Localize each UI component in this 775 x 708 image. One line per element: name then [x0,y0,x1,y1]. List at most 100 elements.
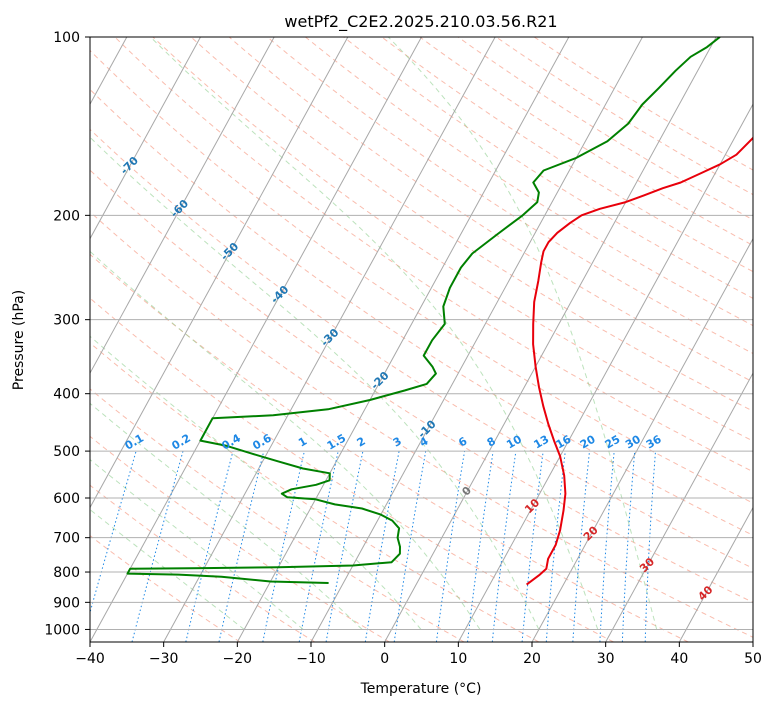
dry-adiabat [90,297,614,642]
isotherm [752,640,753,642]
mixing-ratio-label: 6 [456,434,469,449]
x-tick-label: 10 [449,651,467,667]
dry-adiabat [343,37,753,299]
pressure-grid [90,37,753,630]
dry-adiabat [419,37,753,247]
isotherm-label: -70 [118,154,141,177]
moist-adiabat [90,458,304,630]
isotherm [310,37,643,642]
y-tick-label: 300 [53,313,80,329]
mixing-ratio-label: 0.6 [250,431,274,452]
isotherm-label: -80 [68,111,91,134]
dry-adiabat [90,253,689,642]
isotherm [90,37,275,375]
mixing-ratio-line [435,451,466,642]
x-tick-label: 20 [523,651,541,667]
y-tick-label: 800 [53,565,80,581]
x-tick-label: 40 [670,651,688,667]
isotherm-label: -60 [168,197,191,220]
x-axis: −40 −30 −20 −10 0 10 20 30 40 50 [75,642,762,667]
dry-adiabat [305,37,753,327]
chart-title: wetPf2_C2E2.2025.210.03.56.R21 [284,12,557,32]
moist-adiabat [90,335,422,630]
isotherm [236,37,570,642]
dry-adiabat [495,37,753,196]
isotherm [90,37,201,240]
isotherm-label: -20 [368,369,391,392]
isotherm-label: -30 [318,326,341,349]
mixing-ratio-label: 3 [391,435,404,450]
mixing-ratio-line [90,450,137,615]
y-axis: 1000 900 800 700 600 500 400 300 200 100 [44,30,90,638]
dry-adiabat [228,37,753,383]
dry-adiabat [90,388,465,642]
mixing-ratio-label: 1.5 [325,432,348,453]
profile-line [126,37,721,584]
mixing-ratio-line [545,451,566,642]
mixing-ratio-label: 36 [644,432,664,451]
mixing-ratio-label: 30 [623,432,643,451]
isotherm [384,37,717,642]
x-tick-label: −10 [296,651,326,667]
mixing-ratio-line [621,451,636,642]
x-tick-label: −20 [223,651,253,667]
mixing-ratio-line [491,451,517,642]
mixing-ratio-label: 25 [603,433,623,452]
background-lines [90,37,753,642]
isotherm [90,37,349,509]
x-axis-label: Temperature (°C) [360,681,482,697]
dry-adiabat [381,37,753,273]
moist-adiabat [150,37,599,630]
dry-adiabat [90,49,753,504]
mixing-ratio-label: 10 [504,432,524,451]
dry-adiabat [90,169,753,603]
mixing-ratio-line [218,450,265,642]
dry-adiabat [90,484,315,642]
dry-adiabat [90,534,241,642]
dry-adiabat [114,37,753,473]
y-tick-label: 1000 [44,622,80,638]
isotherm-label: -90 [18,68,41,91]
dry-adiabat [457,37,753,221]
y-tick-label: 400 [53,387,80,403]
x-tick-label: 30 [597,651,615,667]
mixing-ratio-label: 20 [578,432,598,451]
mixing-ratio-line [521,451,544,642]
isotherm-label: 20 [581,523,601,543]
y-tick-label: 600 [53,491,80,507]
mixing-ratio-line [599,451,615,642]
mixing-ratio-label: 0.1 [123,432,146,453]
mixing-ratio-line [185,450,234,642]
isotherm [678,506,753,642]
dry-adiabat [533,37,753,171]
mixing-ratio-line [572,451,590,642]
isotherm [90,37,422,642]
y-tick-label: 900 [53,595,80,611]
y-tick-label: 200 [53,208,80,224]
isotherm [163,37,496,642]
dry-adiabat [152,37,753,442]
mixing-ratio-line [131,450,184,642]
dry-adiabat [266,37,753,355]
dry-adiabat [190,37,753,412]
mixing-ratio-line [393,451,427,642]
x-tick-label: −30 [149,651,179,667]
isotherm-label: 40 [695,583,715,603]
isotherm [531,237,753,642]
plot-frame [89,36,754,643]
moist-adiabat [90,508,245,630]
mixing-ratio-line [644,451,656,642]
y-tick-label: 100 [53,30,80,46]
dry-adiabat [90,88,753,536]
x-tick-label: 0 [380,651,389,667]
dry-adiabat [90,342,540,642]
mixing-ratio-label: 0.2 [170,432,193,453]
moist-adiabat [90,250,481,630]
mixing-ratio-label: 8 [485,435,498,450]
y-tick-label: 700 [53,531,80,547]
isotherm-label: -40 [268,283,291,306]
moist-adiabat [387,37,658,630]
isotherm [457,103,753,642]
x-tick-label: 50 [744,651,762,667]
moist-adiabat [90,136,540,630]
